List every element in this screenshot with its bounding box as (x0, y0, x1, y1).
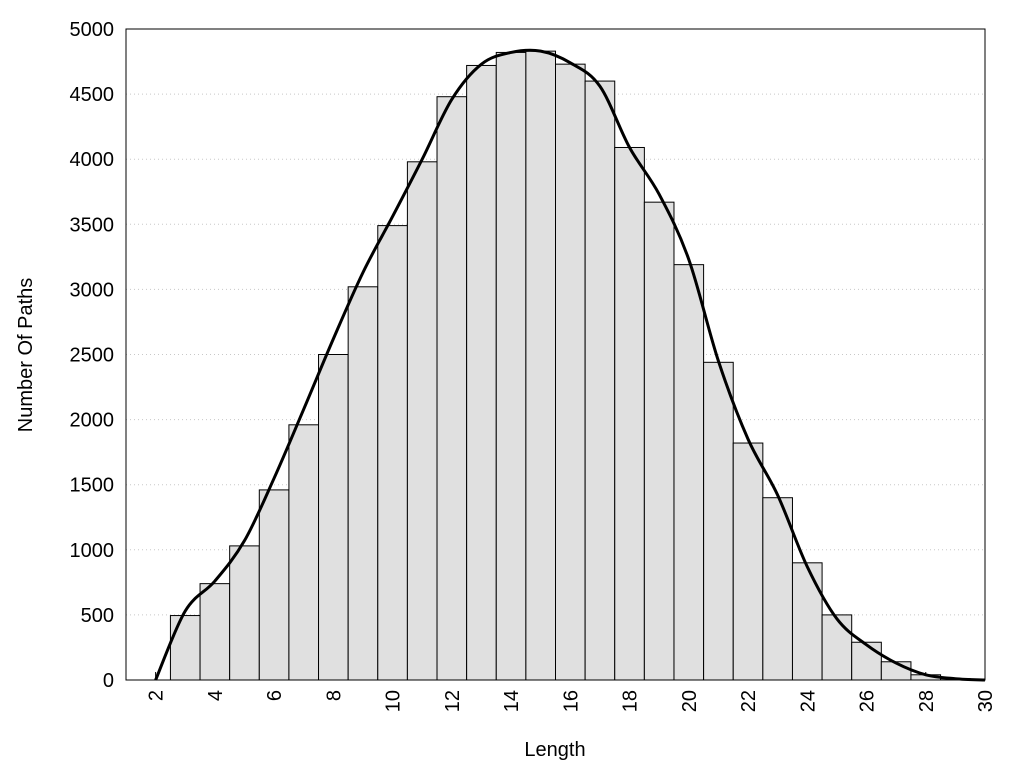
y-tick-label: 1500 (70, 475, 115, 497)
bar (555, 63, 586, 681)
x-tick-label: 30 (975, 690, 997, 712)
plot-frame (125, 28, 986, 681)
bar (406, 161, 438, 681)
y-tick-label: 0 (103, 670, 114, 692)
x-tick-label: 20 (679, 690, 701, 712)
bar (377, 225, 408, 681)
x-tick-label: 22 (738, 690, 760, 712)
bar (584, 80, 616, 681)
bar (732, 442, 764, 681)
bar (703, 361, 734, 681)
bar (762, 497, 793, 681)
bar (288, 424, 320, 681)
y-axis-label: Number Of Paths (15, 278, 37, 433)
y-tick-label: 2000 (70, 410, 115, 432)
bar (525, 50, 557, 681)
bar (318, 354, 349, 681)
x-tick-label: 12 (442, 690, 464, 712)
bar (673, 264, 705, 681)
x-tick-label: 14 (501, 690, 523, 712)
bar (436, 96, 468, 681)
x-tick-label: 16 (560, 690, 582, 712)
y-tick-label: 3500 (70, 214, 115, 236)
x-tick-label: 4 (205, 690, 227, 701)
bar (821, 614, 853, 681)
x-tick-label: 8 (323, 690, 345, 701)
x-tick-label: 10 (383, 690, 405, 712)
y-tick-label: 5000 (70, 19, 115, 41)
bar (851, 641, 882, 681)
bar (229, 545, 260, 681)
bar (258, 489, 290, 681)
y-tick-label: 2500 (70, 345, 115, 367)
line (154, 48, 986, 682)
bar (199, 583, 231, 681)
x-tick-label: 26 (857, 690, 879, 712)
y-tick-label: 4000 (70, 149, 115, 171)
bar (466, 64, 497, 681)
bar (169, 615, 201, 681)
x-tick-label: 6 (264, 690, 286, 701)
x-axis-label: Length (524, 739, 585, 761)
y-tick-label: 4500 (70, 84, 115, 106)
x-tick-label: 2 (146, 690, 168, 701)
x-tick-label: 24 (797, 690, 819, 712)
x-tick-label: 28 (916, 690, 938, 712)
y-tick-label: 500 (81, 605, 114, 627)
bar (791, 562, 823, 681)
bar (643, 201, 675, 681)
bar (614, 146, 645, 681)
y-tick-label: 3000 (70, 279, 115, 301)
bar (347, 286, 379, 681)
x-tick-label: 18 (620, 690, 642, 712)
bar (495, 51, 527, 681)
y-tick-label: 1000 (70, 540, 115, 562)
